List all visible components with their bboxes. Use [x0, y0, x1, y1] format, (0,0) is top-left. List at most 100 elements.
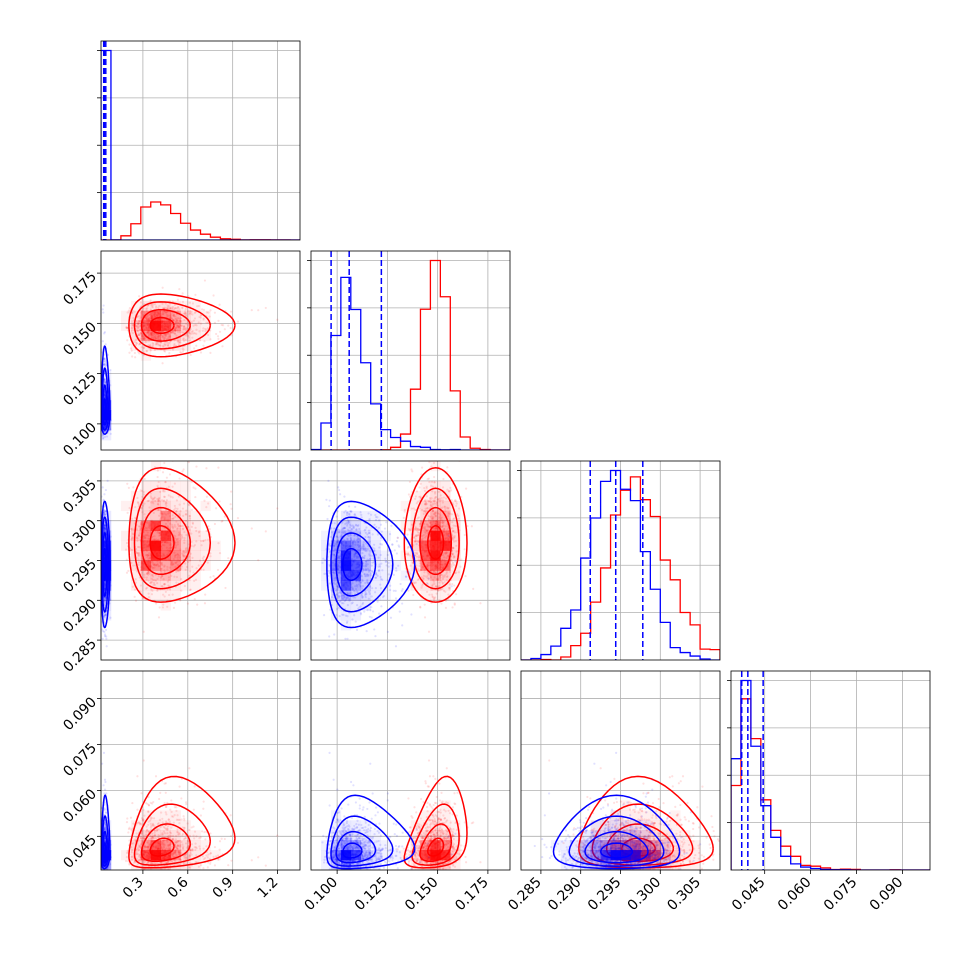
sample-point — [423, 603, 426, 606]
sample-point — [218, 330, 222, 333]
sample-point — [126, 339, 129, 342]
sample-point — [191, 521, 194, 524]
sample-point — [428, 500, 431, 503]
sample-point — [407, 589, 410, 592]
contour-line — [140, 308, 191, 342]
sample-point — [149, 582, 152, 585]
sample-point — [435, 592, 438, 595]
sample-point — [167, 510, 170, 513]
sample-point — [103, 613, 107, 617]
sample-point — [145, 317, 148, 320]
density-cell — [190, 310, 201, 321]
sample-point — [430, 593, 434, 596]
sample-point — [193, 579, 196, 582]
sample-point — [136, 324, 139, 328]
sample-point — [406, 553, 409, 556]
sample-point — [433, 599, 436, 602]
sample-point — [167, 342, 171, 345]
sample-point — [174, 554, 177, 557]
sample-point — [421, 538, 424, 541]
sample-point — [146, 317, 149, 320]
sample-point — [378, 612, 381, 615]
density-cell — [130, 320, 142, 331]
density-cell — [140, 520, 152, 531]
sample-point — [103, 396, 106, 399]
sample-point — [165, 499, 168, 502]
sample-point — [185, 327, 188, 330]
density-cell — [200, 540, 211, 551]
sample-point — [103, 602, 106, 605]
sample-point — [426, 565, 429, 568]
sample-point — [175, 319, 179, 322]
scatter-p2-p3 — [311, 461, 510, 660]
sample-point — [415, 534, 418, 537]
sample-point — [453, 584, 456, 587]
sample-point — [190, 540, 193, 543]
sample-point — [148, 581, 152, 584]
density-cell — [101, 510, 112, 521]
contour-line — [102, 398, 107, 419]
sample-point — [414, 539, 417, 543]
sample-point — [177, 326, 180, 329]
sample-point — [443, 527, 446, 531]
sample-point — [436, 502, 439, 505]
sample-point — [125, 326, 128, 329]
sample-point — [170, 517, 173, 520]
sample-point — [176, 339, 180, 343]
sample-point — [421, 584, 424, 587]
sample-point — [104, 611, 107, 615]
sample-point — [179, 524, 182, 528]
sample-point — [175, 560, 179, 563]
sample-point — [414, 497, 417, 501]
sample-point — [417, 558, 420, 562]
sample-point — [157, 499, 160, 502]
sample-point — [183, 584, 187, 588]
sample-point — [143, 311, 146, 314]
sample-point — [185, 322, 188, 325]
sample-point — [417, 568, 420, 571]
sample-point — [183, 537, 186, 540]
sample-point — [134, 547, 138, 551]
sample-point — [415, 551, 419, 554]
histogram-step — [731, 679, 930, 870]
density-cell — [130, 490, 142, 502]
sample-point — [190, 532, 193, 535]
sample-point — [103, 425, 107, 428]
sample-point — [416, 531, 420, 534]
sample-point — [148, 313, 151, 316]
sample-point — [441, 574, 444, 577]
sample-point — [380, 605, 383, 608]
sample-point — [164, 343, 167, 346]
sample-point — [172, 313, 176, 317]
sample-point — [104, 599, 107, 603]
sample-point — [458, 507, 461, 510]
sample-point — [172, 330, 175, 333]
sample-point — [439, 517, 443, 520]
sample-point — [169, 522, 172, 525]
sample-point — [203, 602, 207, 605]
density-cell — [140, 350, 152, 361]
sample-point — [139, 316, 143, 319]
sample-point — [172, 331, 175, 334]
sample-point — [433, 571, 436, 574]
sample-point — [200, 539, 203, 543]
sample-point — [147, 334, 151, 337]
sample-point — [181, 554, 185, 557]
sample-point — [417, 528, 420, 531]
sample-point — [130, 330, 133, 333]
sample-point — [445, 579, 448, 582]
density-cell — [160, 560, 171, 571]
sample-point — [102, 530, 106, 533]
sample-point — [443, 506, 446, 509]
density-cell — [430, 510, 441, 521]
sample-point — [190, 544, 193, 547]
sample-point — [182, 348, 185, 351]
sample-point — [140, 334, 144, 338]
sample-point — [103, 530, 106, 533]
sample-point — [170, 546, 173, 549]
sample-point — [103, 600, 106, 604]
sample-point — [182, 502, 186, 505]
sample-point — [176, 340, 179, 343]
sample-point — [188, 313, 191, 316]
sample-point — [423, 616, 427, 619]
